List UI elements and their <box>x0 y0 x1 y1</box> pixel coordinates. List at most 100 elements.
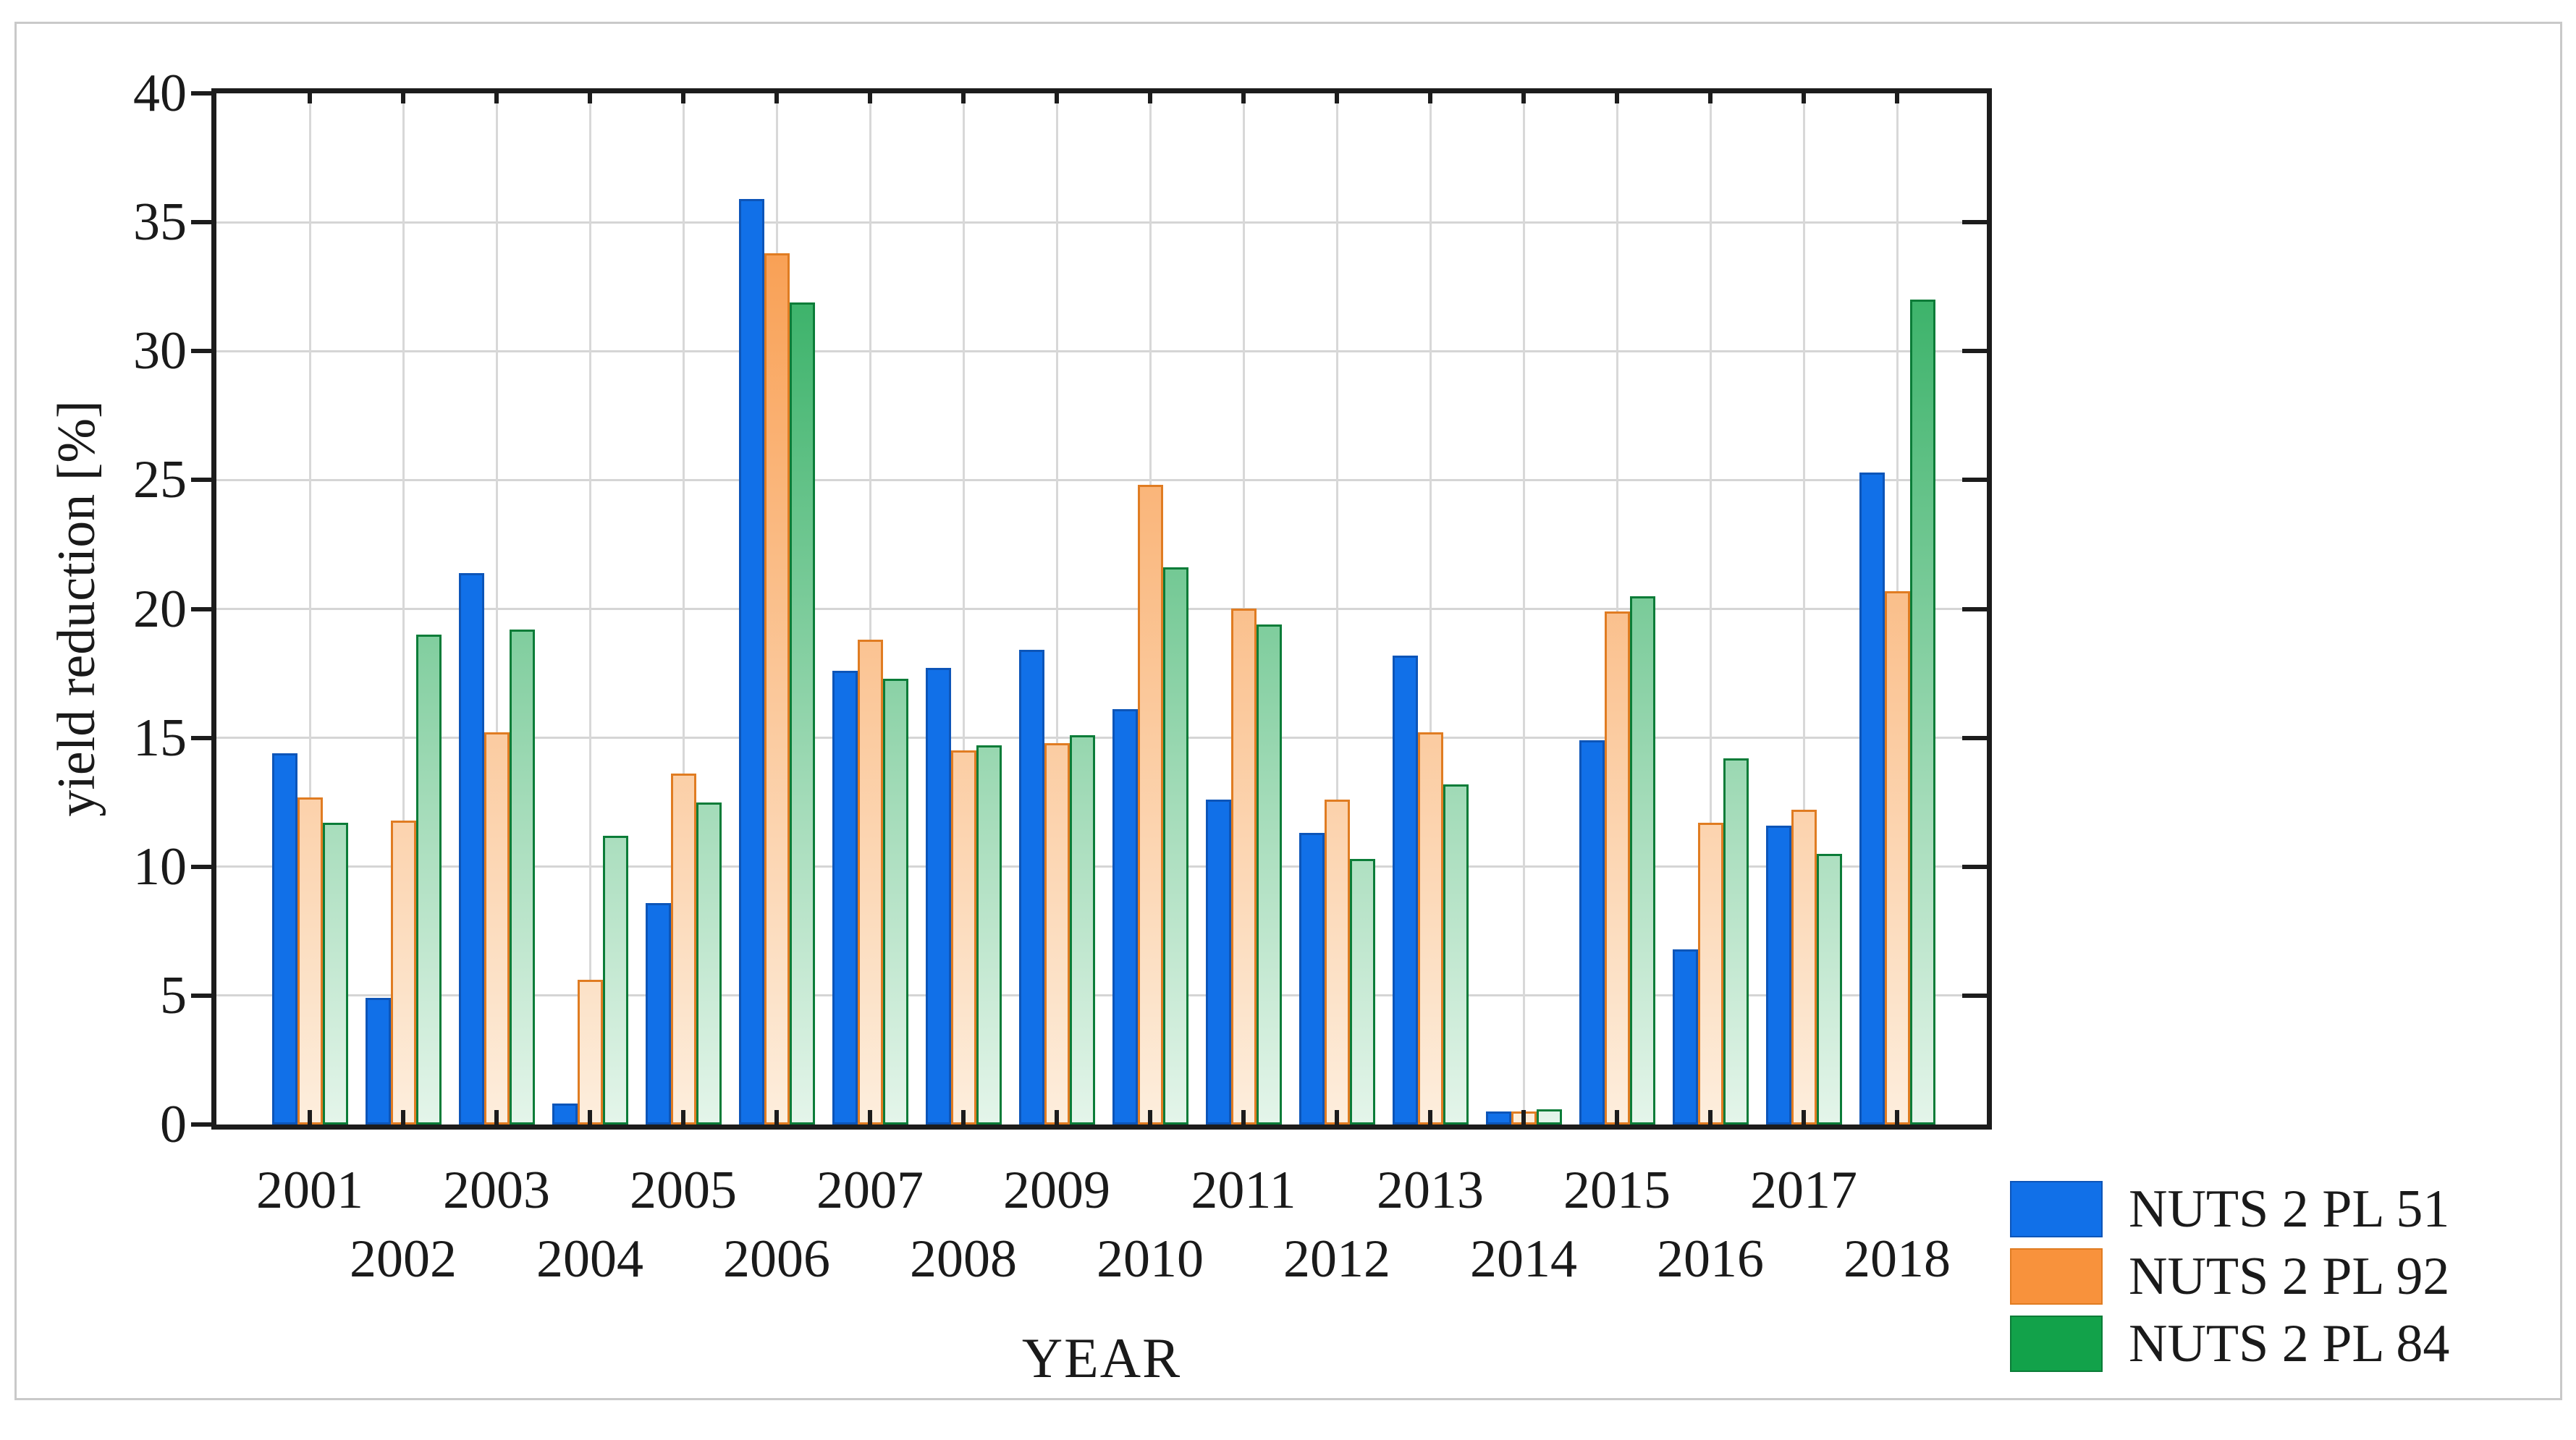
bar-nuts-2-pl-92 <box>1417 732 1443 1125</box>
bar-nuts-2-pl-51 <box>1018 650 1044 1125</box>
legend-item: NUTS 2 PL 92 <box>2010 1248 2449 1305</box>
x-gridline <box>1709 93 1712 1125</box>
x-gridline <box>402 93 405 1125</box>
x-tick-top <box>494 93 499 103</box>
bar-nuts-2-pl-92 <box>483 732 510 1125</box>
bar-nuts-2-pl-92 <box>1044 743 1070 1125</box>
bar-fill <box>698 805 719 1122</box>
bar-fill <box>1912 302 1933 1122</box>
y-tick <box>191 91 211 96</box>
x-gridline <box>588 93 591 1125</box>
bar-fill <box>1071 737 1093 1122</box>
bar-fill <box>418 637 439 1122</box>
x-tick-label: 2018 <box>1844 1229 1951 1289</box>
bar-nuts-2-pl-51 <box>1579 740 1605 1125</box>
x-tick-top <box>1708 93 1713 103</box>
x-tick <box>1335 1110 1339 1125</box>
bar-nuts-2-pl-92 <box>1230 609 1257 1125</box>
bar-fill <box>766 255 787 1122</box>
x-tick-label: 2011 <box>1191 1161 1296 1220</box>
bar-fill <box>1445 787 1466 1122</box>
bar-nuts-2-pl-84 <box>602 836 628 1125</box>
x-tick-top <box>1428 93 1432 103</box>
y-tick-label: 5 <box>160 965 187 1025</box>
x-tick <box>588 1110 592 1125</box>
x-tick-label: 2017 <box>1750 1161 1857 1220</box>
bar-nuts-2-pl-92 <box>1884 591 1910 1125</box>
x-tick-label: 2013 <box>1377 1161 1484 1220</box>
x-tick-top <box>1802 93 1806 103</box>
x-tick <box>1895 1110 1899 1125</box>
bar-fill <box>1233 611 1254 1122</box>
y-tick-label: 10 <box>133 837 187 897</box>
bar-fill <box>324 825 346 1122</box>
x-tick-top <box>868 93 872 103</box>
x-tick <box>681 1110 685 1125</box>
bar-nuts-2-pl-51 <box>645 903 671 1125</box>
y-tick <box>191 1122 211 1127</box>
legend-item: NUTS 2 PL 84 <box>2010 1316 2449 1372</box>
bar-nuts-2-pl-51 <box>925 668 951 1125</box>
y-tick-label: 25 <box>133 450 187 510</box>
bar-nuts-2-pl-92 <box>390 821 416 1125</box>
bar-nuts-2-pl-92 <box>297 797 323 1125</box>
bar-nuts-2-pl-92 <box>1137 485 1163 1125</box>
y-gridline <box>216 865 1987 868</box>
x-tick-top <box>961 93 966 103</box>
bar-fill <box>1818 856 1840 1122</box>
x-tick-label: 2016 <box>1657 1229 1764 1289</box>
x-gridline <box>682 93 685 1125</box>
bar-fill <box>1725 761 1747 1122</box>
y-tick <box>191 864 211 869</box>
x-axis-title: YEAR <box>1021 1326 1182 1389</box>
x-tick-top <box>1055 93 1059 103</box>
y-tick <box>191 735 211 740</box>
bar-fill <box>1699 825 1721 1122</box>
legend-label: NUTS 2 PL 84 <box>2129 1314 2450 1373</box>
x-tick <box>401 1110 405 1125</box>
x-tick-label: 2004 <box>536 1229 643 1289</box>
bar-fill <box>953 753 974 1122</box>
bar-fill <box>791 305 813 1122</box>
x-tick-label: 2009 <box>1003 1161 1110 1220</box>
bar-nuts-2-pl-51 <box>1859 473 1885 1125</box>
bar-fill <box>1326 802 1348 1122</box>
bar-nuts-2-pl-84 <box>1069 735 1095 1125</box>
y-tick-right <box>1962 220 1987 225</box>
bar-nuts-2-pl-92 <box>1697 823 1723 1125</box>
bar-nuts-2-pl-84 <box>976 745 1002 1125</box>
bar-fill <box>1165 569 1186 1122</box>
x-tick <box>308 1110 312 1125</box>
x-tick-top <box>401 93 405 103</box>
bar-nuts-2-pl-84 <box>696 802 722 1125</box>
x-tick-label: 2014 <box>1470 1229 1577 1289</box>
bar-nuts-2-pl-51 <box>1672 949 1698 1125</box>
x-tick <box>1521 1110 1526 1125</box>
x-tick-top <box>681 93 685 103</box>
x-gridline <box>1616 93 1618 1125</box>
bar-nuts-2-pl-51 <box>552 1104 578 1125</box>
bar-fill <box>1538 1111 1560 1122</box>
y-tick <box>191 349 211 354</box>
y-gridline <box>216 350 1987 352</box>
bar-nuts-2-pl-51 <box>1205 800 1231 1125</box>
y-tick-right <box>1962 478 1987 483</box>
bar-fill <box>604 838 626 1122</box>
legend-swatch-nuts-2-pl-84 <box>2010 1316 2103 1372</box>
x-tick <box>774 1110 779 1125</box>
bar-nuts-2-pl-84 <box>509 630 535 1125</box>
y-tick-right <box>1962 864 1987 869</box>
legend: NUTS 2 PL 51 NUTS 2 PL 92 NUTS 2 PL 84 <box>2010 1181 2449 1383</box>
bar-fill <box>299 800 321 1122</box>
y-tick-label: 0 <box>160 1095 187 1154</box>
bar-fill <box>1139 487 1161 1122</box>
x-tick-label: 2010 <box>1097 1229 1204 1289</box>
bar-nuts-2-pl-84 <box>322 823 348 1125</box>
bar-nuts-2-pl-92 <box>1791 810 1817 1125</box>
x-gridline <box>1055 93 1058 1125</box>
y-tick-label: 35 <box>133 192 187 253</box>
bar-nuts-2-pl-51 <box>1298 833 1325 1125</box>
x-tick-label: 2002 <box>350 1229 457 1289</box>
bar-nuts-2-pl-51 <box>1765 826 1791 1125</box>
bar-nuts-2-pl-84 <box>1909 300 1935 1125</box>
